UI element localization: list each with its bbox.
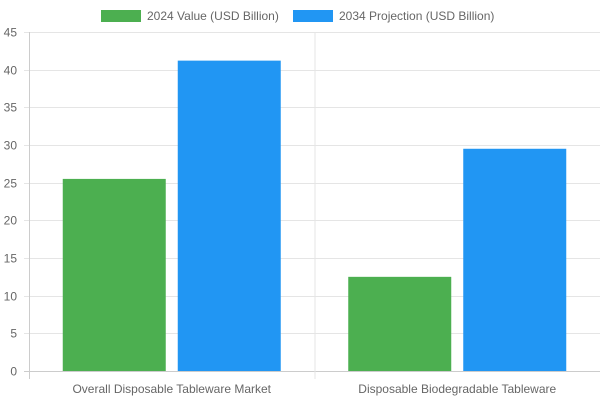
bar-2034 [177,60,281,371]
y-tick-label: 30 [4,139,18,153]
x-tick-label: Disposable Biodegradable Tableware [358,382,556,396]
legend[interactable]: 2024 Value (USD Billion) 2034 Projection … [101,9,494,23]
y-tick-label: 25 [4,177,18,191]
y-tick-label: 45 [4,26,18,40]
legend-swatch[interactable] [293,10,333,22]
y-tick-label: 0 [10,365,17,379]
y-tick-label: 10 [4,290,18,304]
y-tick-label: 15 [4,252,18,266]
legend-label[interactable]: 2024 Value (USD Billion) [147,9,279,23]
x-axis: Overall Disposable Tableware Market Dispo… [72,382,556,396]
bar-2024 [348,276,452,371]
bar-2034 [463,148,567,371]
legend-swatch[interactable] [101,10,141,22]
x-tick-label: Overall Disposable Tableware Market [72,382,271,396]
y-tick-label: 5 [10,327,17,341]
bars [62,60,567,371]
y-tick-label: 20 [4,214,18,228]
y-tick-label: 35 [4,101,18,115]
y-tick-label: 40 [4,64,18,78]
legend-label[interactable]: 2034 Projection (USD Billion) [339,9,494,23]
bar-2024 [62,178,166,371]
y-axis: 0 5 10 15 20 25 30 35 40 45 [4,26,18,379]
